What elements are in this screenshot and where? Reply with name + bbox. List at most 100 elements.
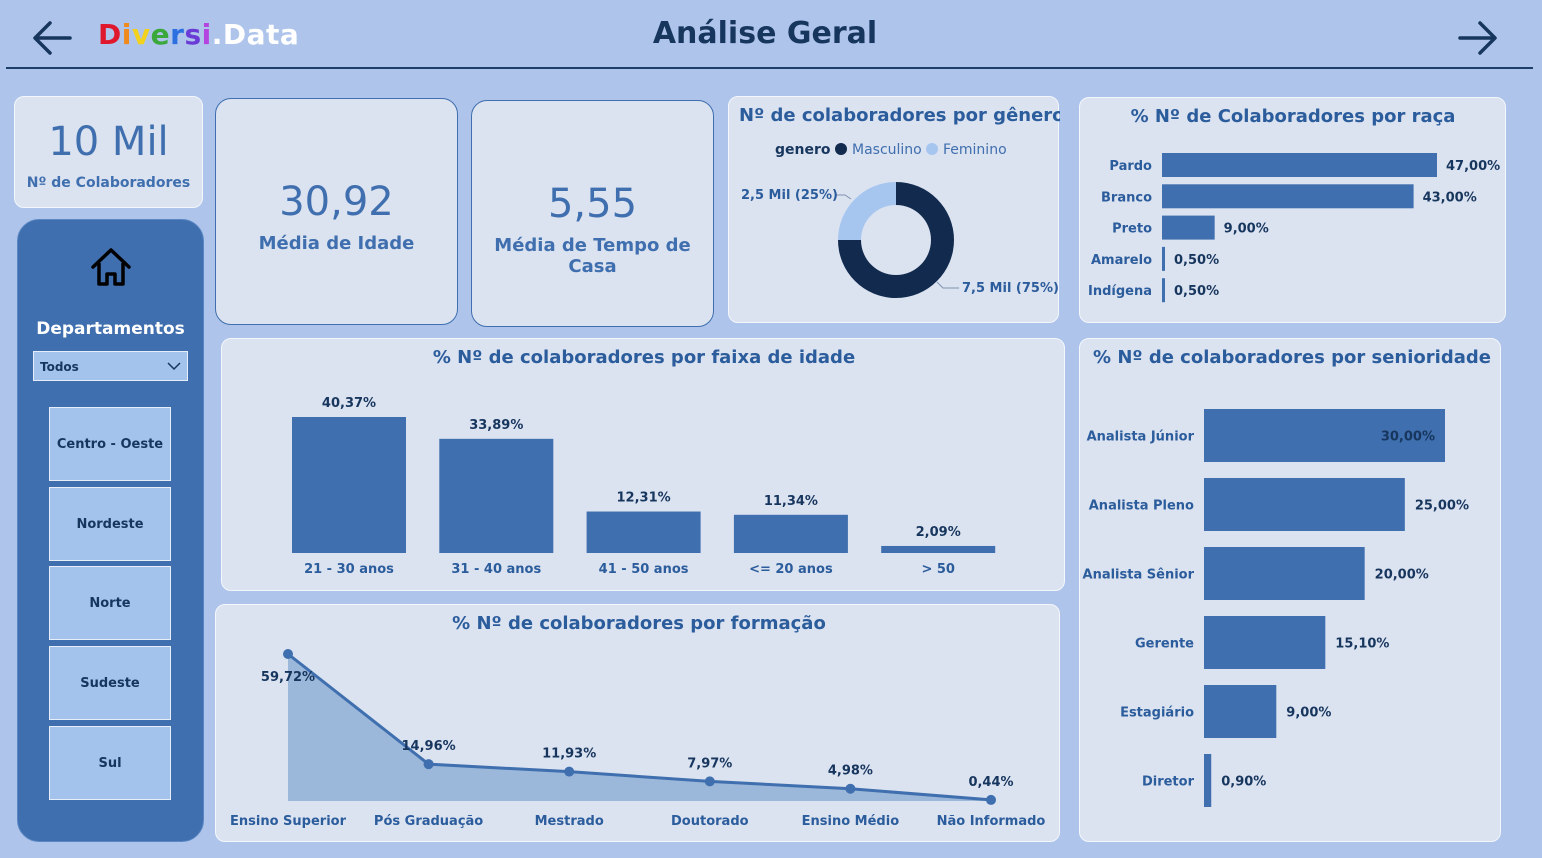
header-divider bbox=[6, 67, 1533, 69]
department-button-centro-oeste[interactable]: Centro - Oeste bbox=[49, 407, 171, 481]
bar[interactable] bbox=[1162, 215, 1215, 240]
kpi-tempo-casa-card: 5,55 Média de Tempo de Casa bbox=[471, 100, 714, 327]
data-label: 0,44% bbox=[968, 775, 1013, 790]
category-label: Pós Graduação bbox=[374, 814, 483, 829]
data-label: 0,90% bbox=[1221, 775, 1266, 790]
category-label: Analista Sênior bbox=[1083, 568, 1195, 583]
kpi-colaboradores-value: 10 Mil bbox=[48, 119, 169, 165]
data-label: 7,5 Mil (75%) bbox=[962, 281, 1059, 296]
department-button-sul[interactable]: Sul bbox=[49, 726, 171, 800]
bar[interactable] bbox=[1204, 616, 1326, 669]
chevron-down-icon bbox=[167, 362, 181, 371]
donut-slice[interactable] bbox=[838, 182, 954, 298]
data-label: 4,98% bbox=[828, 764, 873, 779]
logo-letter: r bbox=[170, 18, 185, 51]
arrow-right-icon[interactable] bbox=[1456, 18, 1500, 58]
category-label: Doutorado bbox=[671, 814, 749, 829]
seniority-bar-chart: % Nº de colaboradores por senioridade Ana… bbox=[1083, 347, 1491, 807]
chart-title: Nº de colaboradores por gênero bbox=[739, 105, 1060, 126]
department-button-norte[interactable]: Norte bbox=[49, 566, 171, 640]
data-point[interactable] bbox=[845, 783, 856, 794]
kpi-colaboradores-label: Nº de Colaboradores bbox=[26, 175, 191, 191]
bar[interactable] bbox=[1162, 184, 1414, 209]
data-point[interactable] bbox=[704, 776, 715, 787]
data-label: 25,00% bbox=[1415, 499, 1469, 514]
legend-marker bbox=[926, 143, 938, 155]
data-point[interactable] bbox=[423, 759, 434, 770]
departments-sidebar: Departamentos Todos Centro - Oeste Norde… bbox=[17, 219, 204, 842]
data-label: 9,00% bbox=[1286, 706, 1331, 721]
kpi-idade-label: Média de Idade bbox=[258, 233, 415, 254]
chart-title: % Nº de colaboradores por formação bbox=[452, 613, 826, 634]
education-chart-card: % Nº de colaboradores por formação 59,72%… bbox=[215, 604, 1060, 842]
category-label: > 50 bbox=[921, 562, 955, 577]
data-label: 0,50% bbox=[1174, 284, 1219, 299]
data-label: 20,00% bbox=[1375, 568, 1429, 583]
category-label: Indígena bbox=[1088, 284, 1152, 299]
home-icon[interactable] bbox=[89, 246, 133, 288]
data-point[interactable] bbox=[564, 766, 575, 777]
race-chart-card: % Nº de Colaboradores por raça Pardo 47,00… bbox=[1079, 97, 1506, 323]
bar[interactable] bbox=[881, 545, 996, 553]
bar[interactable] bbox=[439, 438, 554, 553]
department-dropdown[interactable]: Todos bbox=[33, 351, 188, 381]
bar[interactable] bbox=[586, 511, 701, 553]
category-label: Branco bbox=[1101, 190, 1152, 205]
gender-chart-card: Nº de colaboradores por gênero genero Masc… bbox=[728, 96, 1065, 323]
donut-slice[interactable] bbox=[838, 182, 896, 240]
data-label: 33,89% bbox=[469, 418, 523, 433]
category-label: 31 - 40 anos bbox=[451, 562, 541, 577]
bar[interactable] bbox=[1162, 246, 1165, 271]
data-label: 12,31% bbox=[617, 491, 671, 506]
data-label: 59,72% bbox=[261, 670, 315, 685]
category-label: Pardo bbox=[1109, 159, 1152, 174]
logo: Diversi.Data bbox=[98, 18, 299, 51]
bar[interactable] bbox=[292, 417, 406, 553]
legend-label[interactable]: Feminino bbox=[943, 142, 1007, 158]
data-label: 0,50% bbox=[1174, 253, 1219, 268]
logo-letter: i bbox=[121, 18, 132, 51]
area-fill bbox=[288, 654, 991, 801]
bar[interactable] bbox=[733, 514, 848, 553]
leader-line bbox=[936, 281, 959, 289]
bar[interactable] bbox=[1204, 754, 1212, 807]
data-label: 2,5 Mil (25%) bbox=[741, 188, 838, 203]
data-point[interactable] bbox=[986, 794, 996, 805]
kpi-idade-card: 30,92 Média de Idade bbox=[215, 98, 458, 325]
data-label: 47,00% bbox=[1446, 159, 1500, 174]
department-button-nordeste[interactable]: Nordeste bbox=[49, 487, 171, 561]
logo-letter: D bbox=[98, 18, 122, 51]
bar[interactable] bbox=[1204, 685, 1277, 738]
data-point[interactable] bbox=[283, 649, 293, 659]
logo-letter: .Data bbox=[211, 18, 300, 51]
arrow-left-icon[interactable] bbox=[30, 18, 74, 58]
legend-title: genero bbox=[775, 142, 831, 158]
logo-letter: v bbox=[131, 18, 151, 51]
department-button-sudeste[interactable]: Sudeste bbox=[49, 646, 171, 720]
data-label: 43,00% bbox=[1423, 190, 1477, 205]
bar[interactable] bbox=[1162, 153, 1437, 177]
category-label: Não Informado bbox=[937, 814, 1046, 829]
data-label: 11,34% bbox=[764, 494, 818, 509]
data-label: 7,97% bbox=[687, 756, 732, 771]
age-chart-card: % Nº de colaboradores por faixa de idade… bbox=[221, 338, 1065, 591]
category-label: Ensino Médio bbox=[802, 814, 900, 829]
bar[interactable] bbox=[1204, 547, 1365, 600]
bar[interactable] bbox=[1204, 409, 1445, 462]
category-label: Diretor bbox=[1142, 775, 1195, 790]
category-label: Analista Júnior bbox=[1087, 430, 1195, 445]
bar[interactable] bbox=[1204, 478, 1405, 531]
category-label: 21 - 30 anos bbox=[304, 562, 394, 577]
seniority-chart-card: % Nº de colaboradores por senioridade Ana… bbox=[1079, 338, 1501, 842]
legend-label[interactable]: Masculino bbox=[852, 142, 922, 158]
logo-letter: e bbox=[150, 18, 171, 51]
kpi-colaboradores-card: 10 Mil Nº de Colaboradores bbox=[14, 96, 203, 208]
bar[interactable] bbox=[1162, 278, 1165, 303]
logo-letter: s bbox=[184, 18, 202, 51]
race-bar-chart: % Nº de Colaboradores por raça Pardo 47,00… bbox=[1088, 106, 1500, 303]
page-title: Análise Geral bbox=[652, 16, 878, 51]
data-label: 15,10% bbox=[1335, 637, 1389, 652]
series-line bbox=[287, 652, 992, 802]
kpi-tempo-casa-value: 5,55 bbox=[547, 181, 638, 227]
age-bar-chart: % Nº de colaboradores por faixa de idade… bbox=[292, 347, 996, 577]
